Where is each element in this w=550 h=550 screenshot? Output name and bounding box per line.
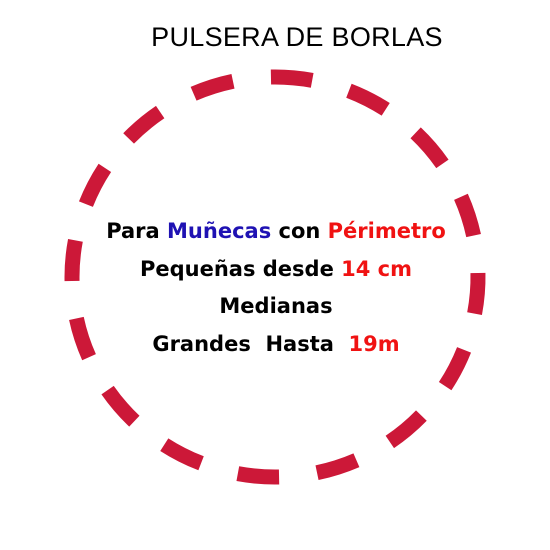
ring-dash — [101, 385, 140, 427]
ring-dash — [346, 83, 390, 116]
size-info: Para Muñecas con Périmetro Pequeñas desd… — [0, 213, 550, 363]
text-segment: Périmetro — [327, 219, 446, 243]
line-small: Pequeñas desde 14 cm — [0, 251, 550, 289]
ring-dash — [236, 466, 280, 485]
ring-dash — [438, 346, 472, 391]
ring-dash — [69, 316, 96, 361]
line-perimeter: Para Muñecas con Périmetro — [0, 213, 550, 251]
line-medium: Medianas — [0, 288, 550, 326]
text-segment: 19m — [348, 331, 400, 356]
ring-dash — [64, 238, 83, 282]
text-segment: Muñecas — [167, 219, 272, 243]
text-segment: 14 cm — [341, 256, 413, 281]
text-segment: Para — [106, 219, 168, 243]
ring-dash — [410, 127, 449, 169]
ring-dash — [454, 193, 481, 238]
page-title: PULSERA DE BORLAS — [151, 22, 443, 52]
ring-dash — [160, 438, 204, 471]
ring-dash — [190, 73, 235, 101]
text-segment: Grandes Hasta — [152, 331, 349, 356]
ring-dash — [385, 410, 427, 449]
text-segment: Medianas — [219, 294, 333, 318]
text-segment: Pequeñas desde — [139, 256, 342, 281]
ring-dash — [315, 453, 360, 481]
line-large: Grandes Hasta 19m — [0, 326, 550, 364]
ring-dash — [78, 163, 112, 208]
ring-dash — [270, 69, 314, 88]
ring-dash — [467, 272, 486, 316]
text-segment: con — [271, 219, 328, 243]
ring-dash — [123, 105, 165, 144]
